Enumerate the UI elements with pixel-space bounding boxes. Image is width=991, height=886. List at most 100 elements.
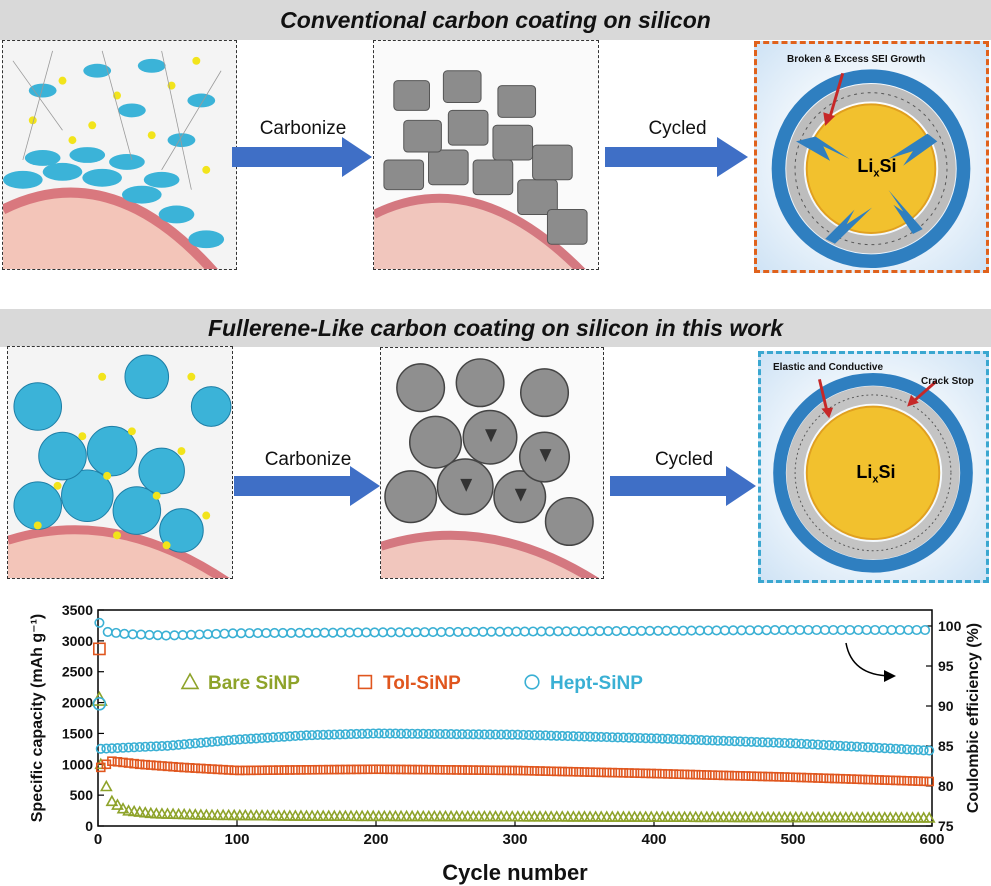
hept-sinp-point [885,743,896,754]
hept-sinp-point [546,730,557,741]
efficiency-point [511,626,522,637]
hept-sinp-point [762,737,774,748]
hept-sinp-point [129,742,140,753]
tol-sinp-point [446,765,456,775]
tol-sinp-point [462,765,473,775]
hept-sinp-point [334,729,345,740]
tol-sinp-point [529,766,540,776]
tol-sinp-point [429,764,440,775]
tol-sinp-point [340,764,351,775]
y-left-tick-label: 2500 [62,664,93,680]
efficiency-point [661,625,672,636]
hept-sinp-point [774,737,785,748]
efficiency-point [202,629,213,640]
efficiency-point [111,627,122,638]
hept-sinp-point [623,732,635,743]
hept-sinp-point [340,729,351,740]
fullerene-carbonized-illustration [381,358,599,578]
hept-sinp-point [301,730,312,741]
hept-sinp-point [162,740,173,751]
hept-sinp-point [835,740,846,751]
tol-sinp-point [373,764,384,775]
hept-sinp-point [651,733,662,744]
hept-sinp-point [123,742,134,753]
efficiency-point [127,629,138,640]
hept-sinp-point [568,731,579,742]
efficiency-point [377,627,389,638]
hept-sinp-point [134,741,145,753]
hept-sinp-point [368,728,379,739]
tol-sinp-point [385,764,395,775]
tol-sinp-point [618,768,629,778]
hept-sinp-point [629,732,640,743]
hept-sinp-point [851,741,862,752]
tol-sinp-point [401,764,412,775]
tol-sinp-point [879,775,890,785]
y-right-tick-label: 75 [938,818,954,834]
efficiency-point [619,625,630,637]
hept-sinp-point [279,731,290,742]
efficiency-point [102,626,113,637]
hept-sinp-point [390,728,401,739]
efficiency-point [869,624,881,636]
y-left-tick-label: 2000 [62,695,93,711]
tol-sinp-point [335,764,345,775]
bottom-cycled-schematic: Elastic and Conductive Crack Stop LixSi [758,351,989,583]
hept-sinp-point [907,744,918,755]
tol-sinp-point [846,774,857,784]
efficiency-point [653,625,664,636]
bottom-core-label-sub: x [872,473,879,486]
tol-sinp-point [329,764,340,775]
efficiency-point [911,624,922,636]
efficiency-point [319,627,330,638]
efficiency-point [853,624,864,636]
tol-sinp-point [802,772,812,783]
hept-sinp-point [540,730,551,741]
efficiency-point [611,625,622,637]
legend-marker-hept-sinp [524,674,540,690]
bottom-core-label-main: Li [856,462,873,482]
tol-sinp-point [779,772,790,782]
tol-sinp-point [162,761,173,772]
tol-sinp-point [696,770,707,780]
efficiency-point [294,627,305,638]
efficiency-point [861,624,872,636]
efficiency-point [794,624,806,636]
hept-sinp-point [901,744,913,755]
tol-sinp-point [134,759,145,770]
top-core-label: LixSi [847,156,907,180]
efficiency-point [753,625,764,636]
bare-sinp-point [99,779,113,792]
hept-sinp-point [607,732,618,743]
efficiency-point [452,626,464,637]
tol-sinp-point [740,771,751,781]
efficiency-point [277,627,288,638]
y-right-tick-label: 80 [938,778,954,794]
arrow-right-icon [234,466,380,506]
hept-sinp-point [373,728,384,739]
hept-sinp-point [479,729,490,740]
efficiency-point [544,626,555,637]
tol-sinp-point [379,764,390,775]
efficiency-point [311,627,322,638]
tol-sinp-point [346,764,356,775]
hept-sinp-point [434,728,445,740]
tol-sinp-point [212,764,223,775]
hept-sinp-point [812,739,824,750]
efficiency-point [903,624,914,636]
x-tick-label: 300 [502,831,527,848]
tol-sinp-initial-point [92,642,106,656]
hept-sinp-point [440,728,451,740]
bottom-carbonized-panel [380,347,604,579]
hept-sinp-point [496,729,507,740]
hept-sinp-point [551,730,562,741]
y-right-tick-label: 95 [938,658,954,674]
efficiency-point [444,626,455,638]
broken-shell-particle [771,69,971,269]
x-tick-label: 500 [780,831,805,848]
hept-sinp-point [529,730,540,741]
hept-sinp-point [679,734,690,745]
tol-sinp-point [240,765,251,776]
hept-sinp-point [818,739,829,750]
hept-sinp-point [429,728,440,739]
